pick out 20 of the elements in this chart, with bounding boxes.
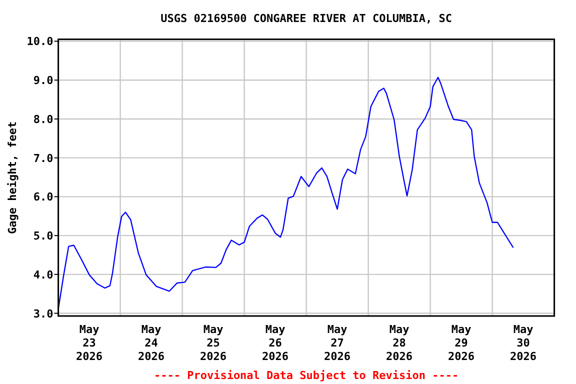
y-axis-title: Gage height, feet <box>6 121 19 234</box>
chart-title: USGS 02169500 CONGAREE RIVER AT COLUMBIA, SC <box>160 12 452 25</box>
y-tick-label: 3.0 <box>33 307 54 320</box>
text: ---- Provisional Data Subject to Revision ---- <box>154 369 459 382</box>
y-tick-label: 7.0 <box>33 152 54 165</box>
x-tick-label: May 25 2026 <box>200 323 227 363</box>
line-series <box>58 76 514 310</box>
y-tick-label: 10.0 <box>26 35 54 48</box>
y-tick-label: 8.0 <box>33 112 54 126</box>
x-tick-label: May 26 2026 <box>262 323 289 363</box>
x-tick-label: May 23 2026 <box>76 323 103 363</box>
y-tick-label: 9.0 <box>33 74 54 88</box>
x-tick-label: May 30 2026 <box>510 323 537 363</box>
x-tick-label: May 24 2026 <box>138 323 165 363</box>
y-tick-label: 6.0 <box>33 190 54 204</box>
x-tick-label: May 27 2026 <box>324 323 351 363</box>
x-tick-label: May 29 2026 <box>448 323 475 363</box>
y-tick-label: 5.0 <box>33 230 54 243</box>
x-tick-label: May 28 2026 <box>386 323 413 363</box>
y-tick-label: 4.0 <box>33 268 54 282</box>
